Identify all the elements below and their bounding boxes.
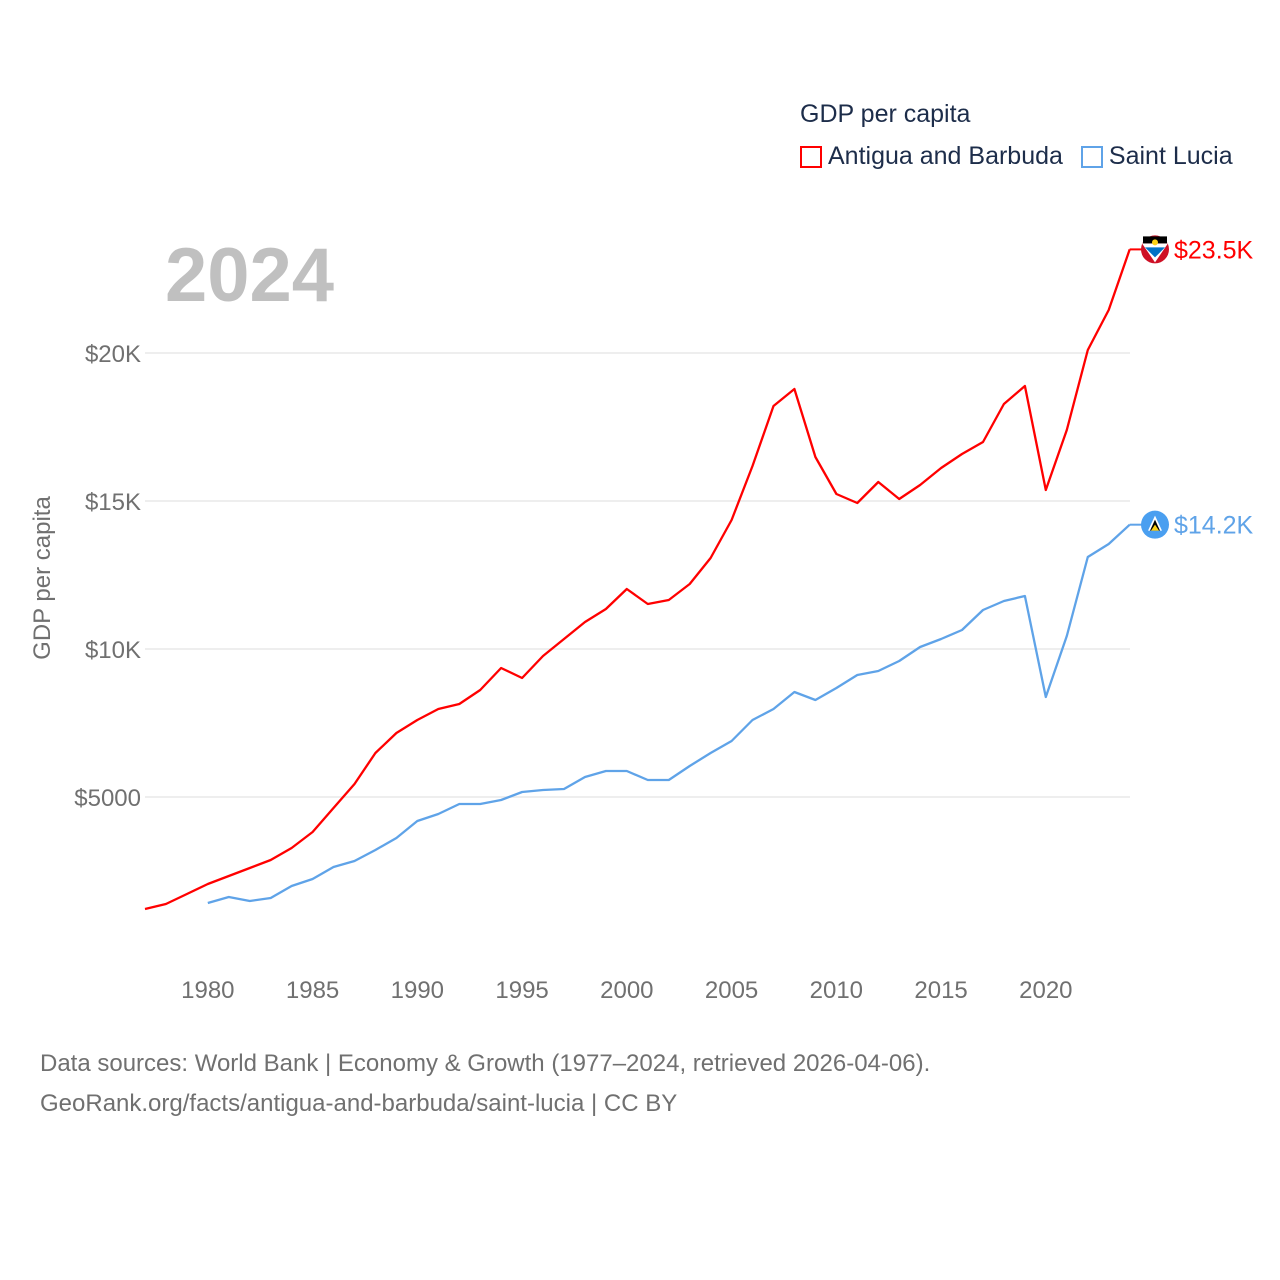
footer: Data sources: World Bank | Economy & Gro… bbox=[40, 1044, 930, 1124]
legend-swatch bbox=[1080, 145, 1103, 168]
y-tick-label: $15K bbox=[85, 489, 141, 516]
y-tick-label: $10K bbox=[85, 637, 141, 664]
x-tick-label: 2010 bbox=[810, 977, 863, 1004]
legend-label: Saint Lucia bbox=[1108, 142, 1233, 170]
legend-swatch bbox=[800, 145, 822, 168]
end-value-label: $23.5K bbox=[1174, 236, 1254, 264]
legend-title: GDP per capita bbox=[800, 100, 971, 128]
x-tick-label: 1980 bbox=[181, 977, 234, 1004]
legend-label: Antigua and Barbuda bbox=[828, 142, 1063, 170]
series-line-0 bbox=[144, 249, 1131, 911]
y-tick-label: $20K bbox=[85, 341, 141, 368]
x-tick-label: 1990 bbox=[391, 977, 444, 1004]
x-tick-label: 1985 bbox=[286, 977, 339, 1004]
x-tick-label: 2020 bbox=[1019, 977, 1072, 1004]
y-axis-label: GDP per capita bbox=[29, 496, 56, 660]
x-tick-label: 2015 bbox=[914, 977, 967, 1004]
flag-sun bbox=[1152, 239, 1158, 246]
series-line-1 bbox=[207, 523, 1131, 905]
y-tick-label: $5000 bbox=[74, 785, 141, 812]
source-url[interactable]: GeoRank.org/facts/antigua-and-barbuda/sa… bbox=[40, 1090, 678, 1117]
flag-band bbox=[1145, 247, 1165, 258]
legend-item-saint-lucia[interactable]: Saint Lucia bbox=[1080, 142, 1233, 171]
end-value-label: $14.2K bbox=[1174, 512, 1254, 540]
legend-item-antigua[interactable]: Antigua and Barbuda bbox=[800, 142, 1063, 171]
x-tick-label: 1995 bbox=[495, 977, 548, 1004]
legend: Antigua and Barbuda Saint Lucia bbox=[800, 142, 1251, 171]
x-tick-label: 2005 bbox=[705, 977, 758, 1004]
year-label: 2024 bbox=[165, 233, 335, 318]
x-tick-label: 2000 bbox=[600, 977, 653, 1004]
source-text: Data sources: World Bank | Economy & Gro… bbox=[40, 1050, 931, 1077]
flag-gold bbox=[1151, 524, 1159, 531]
